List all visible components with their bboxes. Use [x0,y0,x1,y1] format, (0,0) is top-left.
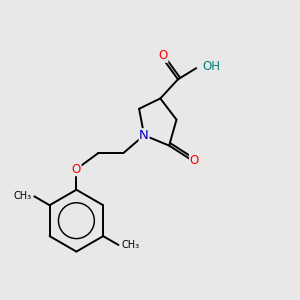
Text: CH₃: CH₃ [122,240,140,250]
Text: O: O [72,163,81,176]
Text: CH₃: CH₃ [13,191,32,201]
Text: O: O [190,154,199,167]
Text: OH: OH [203,60,221,73]
Text: O: O [159,49,168,62]
Text: N: N [139,129,149,142]
